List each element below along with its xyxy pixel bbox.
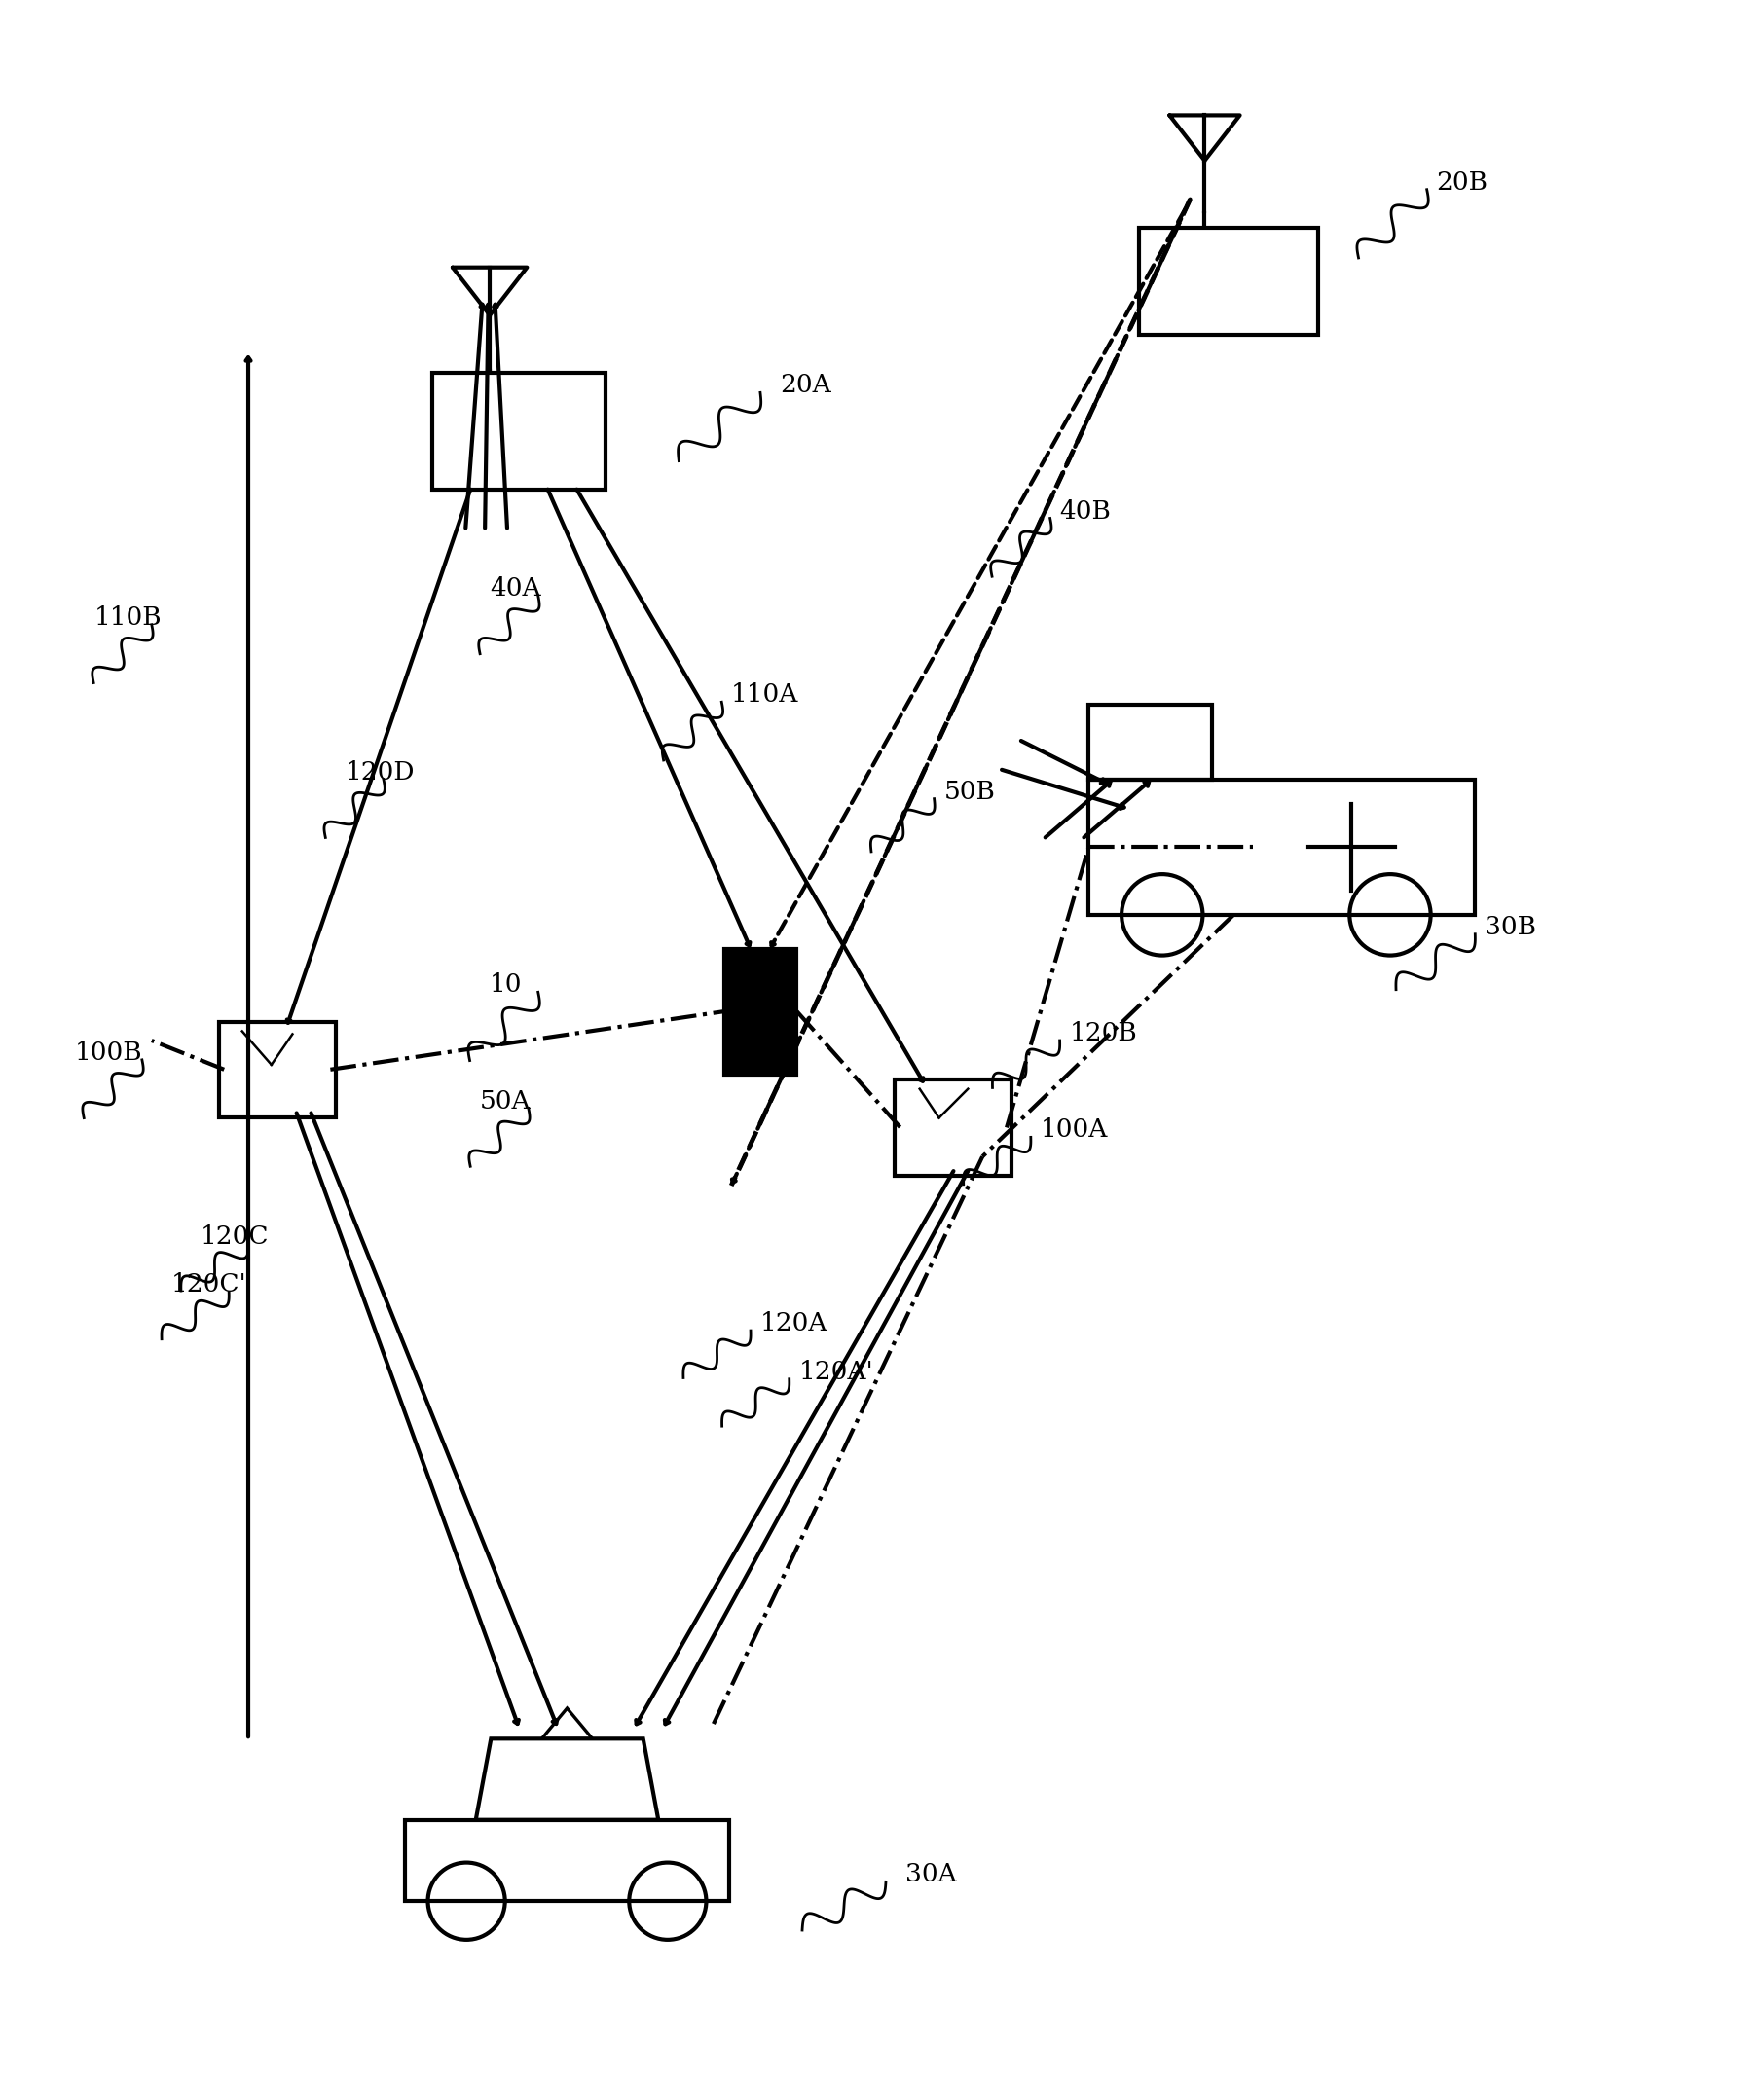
Text: 10: 10 — [490, 972, 522, 997]
Text: 30A: 30A — [905, 1863, 956, 1886]
Bar — [1140, 229, 1318, 335]
Text: 30B: 30B — [1485, 914, 1536, 939]
Text: 50B: 50B — [944, 779, 995, 804]
Text: 100B: 100B — [74, 1041, 143, 1064]
Text: 120C': 120C' — [171, 1272, 247, 1297]
Text: 40B: 40B — [1060, 500, 1111, 523]
Text: 20B: 20B — [1436, 171, 1489, 194]
Text: 50A: 50A — [480, 1089, 531, 1114]
Bar — [723, 949, 797, 1074]
Text: 110B: 110B — [93, 606, 162, 629]
Bar — [894, 1081, 1013, 1176]
Text: 120C: 120C — [199, 1224, 268, 1249]
Text: 110A: 110A — [732, 683, 799, 708]
Text: 120D: 120D — [346, 760, 415, 785]
Bar — [219, 1022, 335, 1118]
Bar — [404, 1820, 729, 1901]
Text: 40A: 40A — [490, 577, 542, 600]
Text: 100A: 100A — [1041, 1118, 1108, 1143]
Text: 120A': 120A' — [799, 1360, 873, 1385]
Bar — [1088, 779, 1475, 914]
Bar — [432, 373, 605, 489]
Text: 120B: 120B — [1069, 1020, 1138, 1045]
Text: 20A: 20A — [780, 373, 831, 398]
Bar — [1088, 706, 1212, 779]
Text: 120A: 120A — [760, 1312, 827, 1335]
